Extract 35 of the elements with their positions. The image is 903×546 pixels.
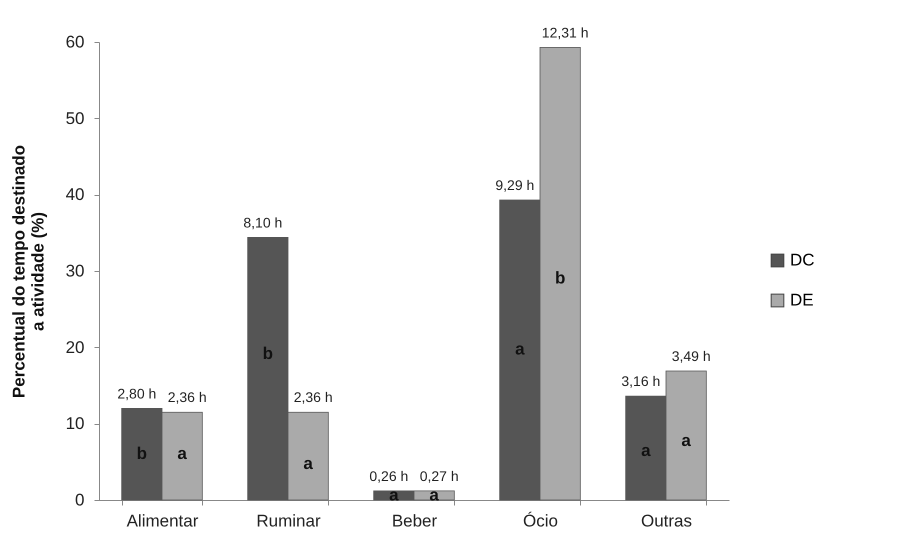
legend-label: DC: [790, 250, 815, 270]
annotation: 2,80 h: [117, 385, 156, 402]
x-tick-label: Beber: [392, 512, 438, 530]
annotation: 9,29 h: [495, 177, 534, 194]
y-axis-title: Percentual do tempo destinado a atividade (%): [10, 144, 48, 398]
annotation: 3,16 h: [621, 373, 660, 390]
annotation: a: [641, 441, 652, 460]
annotation: b: [554, 268, 566, 288]
x-tick-label: Alimentar: [126, 512, 199, 530]
annotation: a: [681, 431, 692, 450]
y-tick-label: 40: [66, 185, 84, 204]
annotation: 2,36 h: [168, 389, 207, 406]
annotation: a: [389, 485, 400, 504]
y-tick-label: 20: [66, 338, 84, 357]
annotation: 0,27 h: [420, 468, 459, 484]
y-tick-label: 10: [66, 414, 84, 434]
annotation: a: [429, 485, 440, 504]
annotation: a: [177, 444, 188, 464]
annotation: 8,10 h: [243, 214, 282, 230]
annotation: a: [303, 454, 314, 474]
annotation: a: [515, 340, 526, 359]
annotation: 2,36 h: [294, 389, 333, 406]
x-tick-label: Outras: [640, 512, 692, 530]
x-tick-label: Ócio: [523, 512, 558, 530]
y-tick-label: 60: [66, 32, 84, 52]
annotation: 12,31 h: [542, 24, 589, 40]
y-tick-label: 50: [66, 108, 84, 128]
y-tick-label: 0: [75, 490, 84, 510]
y-tick-label: 30: [66, 262, 84, 280]
legend-label: DE: [790, 290, 814, 310]
annotation: b: [136, 444, 148, 464]
x-tick-label: Ruminar: [256, 512, 321, 530]
annotation: 3,49 h: [672, 348, 711, 364]
annotation: b: [262, 344, 274, 364]
annotation: 0,26 h: [369, 468, 408, 484]
